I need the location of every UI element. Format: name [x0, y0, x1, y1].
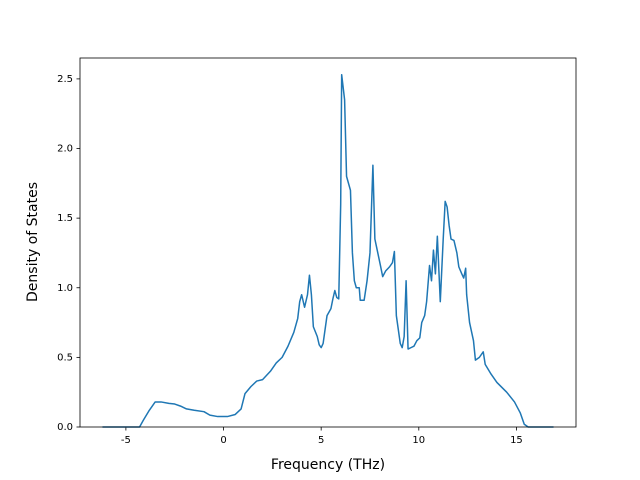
x-tick-label: 15	[510, 435, 523, 446]
density-line	[102, 73, 554, 428]
y-tick-label: 0.0	[57, 422, 73, 433]
x-tick-label: -5	[121, 435, 131, 446]
y-axis-label: Density of States	[25, 182, 41, 302]
y-tick-label: 1.5	[57, 213, 73, 224]
x-axis-label: Frequency (THz)	[271, 457, 385, 473]
x-tick-label: 0	[220, 435, 226, 446]
x-tick-label: 5	[318, 435, 324, 446]
y-tick-label: 2.5	[57, 74, 73, 85]
y-tick-label: 0.5	[57, 352, 73, 363]
plot-frame	[79, 57, 577, 428]
y-tick-label: 2.0	[57, 144, 73, 155]
y-tick-label: 1.0	[57, 283, 73, 294]
x-tick-label: 10	[412, 435, 425, 446]
